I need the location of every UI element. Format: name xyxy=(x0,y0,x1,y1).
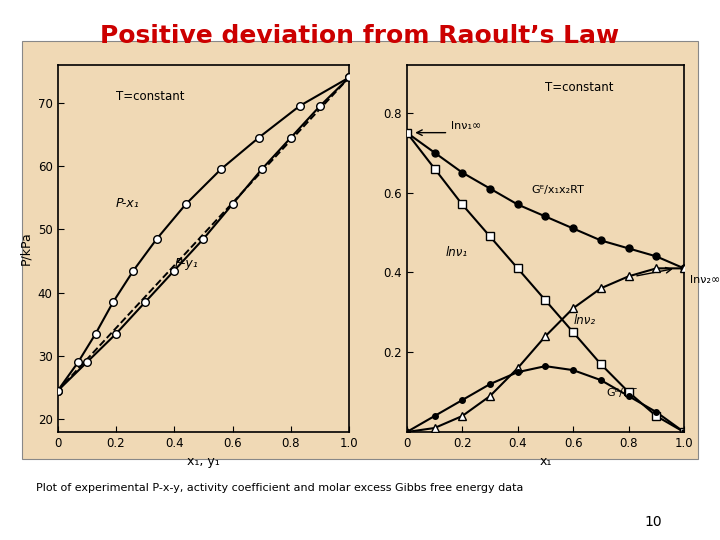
Text: Plot of experimental P-x-y, activity coefficient and molar excess Gibbs free ene: Plot of experimental P-x-y, activity coe… xyxy=(36,483,523,494)
Y-axis label: P/kPa: P/kPa xyxy=(19,232,32,265)
Text: lnν₁: lnν₁ xyxy=(446,246,468,259)
Text: lnν₁∞: lnν₁∞ xyxy=(451,120,482,131)
Text: 10: 10 xyxy=(645,515,662,529)
X-axis label: x₁, y₁: x₁, y₁ xyxy=(187,455,220,468)
Text: Gᴱ/RT: Gᴱ/RT xyxy=(606,388,637,398)
Text: lnν₂: lnν₂ xyxy=(573,314,595,327)
Text: lnν₂∞: lnν₂∞ xyxy=(690,275,720,285)
Text: Positive deviation from Raoult’s Law: Positive deviation from Raoult’s Law xyxy=(100,24,620,48)
X-axis label: x₁: x₁ xyxy=(539,455,552,468)
Text: P-x₁: P-x₁ xyxy=(116,197,140,210)
Text: T=constant: T=constant xyxy=(116,90,184,103)
Text: P-y₁: P-y₁ xyxy=(174,258,198,271)
Text: T=constant: T=constant xyxy=(546,81,614,94)
Text: Gᴱ/x₁x₂RT: Gᴱ/x₁x₂RT xyxy=(531,185,585,194)
